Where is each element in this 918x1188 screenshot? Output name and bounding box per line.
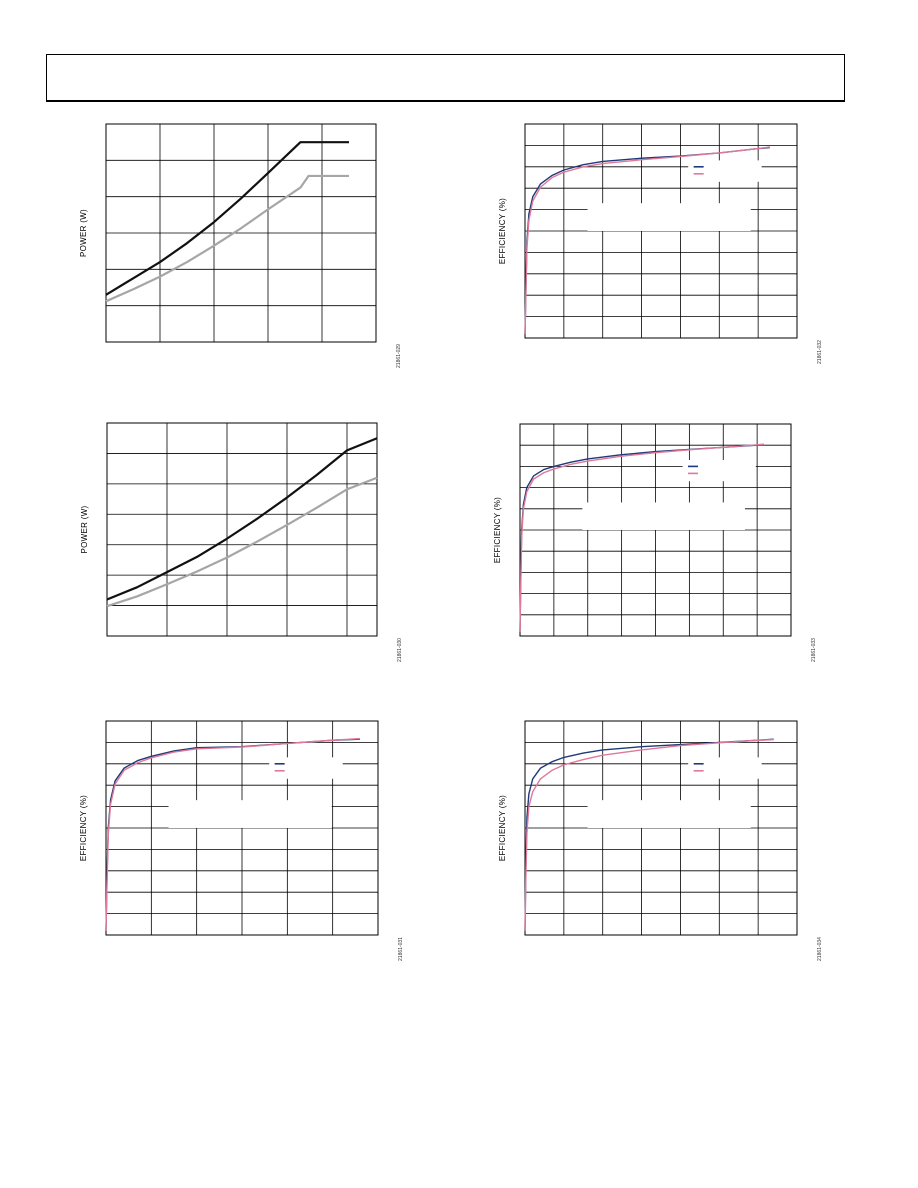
power-chart-2: POWER (W) 21861-030 (70, 418, 410, 708)
efficiency-chart-3: EFFICIENCY (%) 21861-031 (70, 716, 410, 1006)
y-axis-label: EFFICIENCY (%) (498, 198, 507, 264)
plot-frame (524, 720, 798, 936)
annotation-area (587, 800, 751, 828)
chart-svg: EFFICIENCY (%) 21861-034 (498, 720, 823, 961)
chart-svg: EFFICIENCY (%) 21861-031 (79, 720, 404, 961)
series-line-2 (105, 174, 349, 303)
plot-frame (519, 423, 792, 637)
y-axis-label: POWER (W) (79, 209, 88, 257)
legend-area (682, 460, 756, 482)
plot-frame (524, 123, 798, 339)
chart-svg: POWER (W) 21861-029 (79, 123, 402, 368)
figure-id: 21861-033 (811, 638, 817, 662)
figure-id: 21861-032 (817, 340, 823, 364)
series-line-2 (105, 737, 360, 931)
efficiency-chart-1: EFFICIENCY (%) 21861-032 (488, 120, 828, 410)
plot-frame (105, 720, 379, 936)
chart-svg: EFFICIENCY (%) 21861-033 (493, 423, 817, 662)
figure-id: 21861-031 (398, 937, 404, 961)
figure-id: 21861-034 (817, 937, 823, 961)
series-line-1 (105, 141, 349, 296)
legend-area (688, 160, 762, 182)
figure-id: 21861-030 (397, 638, 403, 662)
efficiency-chart-4: EFFICIENCY (%) 21861-034 (488, 716, 828, 1006)
power-chart-1: POWER (W) 21861-029 (70, 120, 410, 410)
efficiency-chart-2: EFFICIENCY (%) 21861-033 (485, 418, 825, 708)
annotation-area (587, 203, 751, 231)
annotation-area (168, 800, 332, 828)
figure-id: 21861-029 (396, 344, 402, 368)
legend-area (269, 757, 343, 779)
annotation-area (582, 502, 745, 530)
y-axis-label: EFFICIENCY (%) (493, 497, 502, 563)
plot-frame (105, 123, 377, 343)
y-axis-label: POWER (W) (80, 505, 89, 553)
page-header-box (46, 54, 845, 102)
series-line-2 (524, 738, 774, 931)
legend-area (688, 757, 762, 779)
series-line-2 (519, 443, 764, 632)
series-line-1 (106, 437, 378, 601)
y-axis-label: EFFICIENCY (%) (498, 795, 507, 861)
chart-svg: EFFICIENCY (%) 21861-032 (498, 123, 823, 364)
y-axis-label: EFFICIENCY (%) (79, 795, 88, 861)
plot-frame (106, 422, 378, 637)
series-line-2 (106, 476, 378, 608)
chart-svg: POWER (W) 21861-030 (80, 422, 403, 662)
series-line-2 (524, 146, 770, 334)
